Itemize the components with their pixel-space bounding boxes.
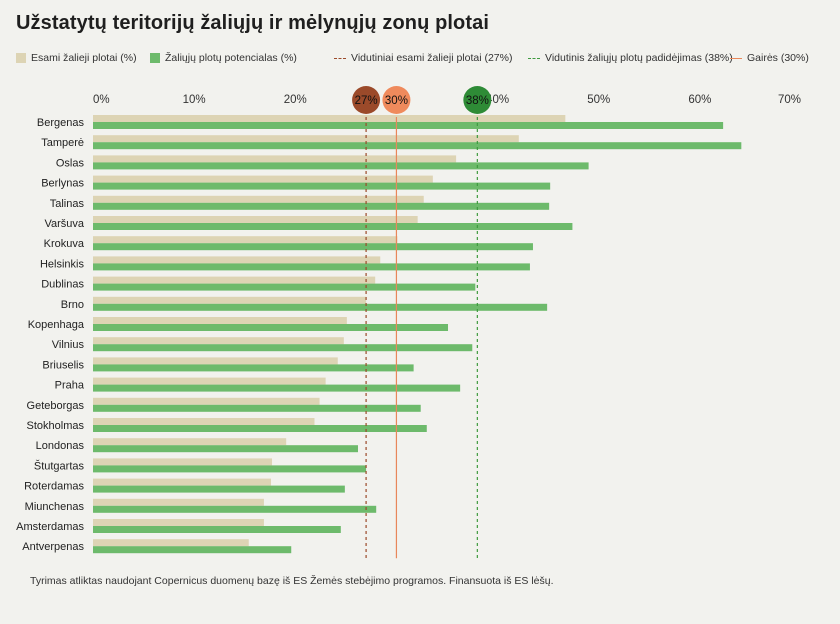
category-label: Stokholmas: [27, 420, 85, 432]
bar-existing: [93, 478, 272, 486]
bar-existing: [93, 519, 264, 526]
bar-potential: [93, 526, 341, 533]
legend-item-avg-existing: Vidutiniai esami žalieji plotai (27%): [334, 52, 512, 64]
bar-existing: [93, 539, 249, 547]
bar-potential: [93, 162, 589, 170]
bar-existing: [93, 418, 315, 425]
x-tick-label: 20%: [284, 94, 307, 106]
category-label: Oslas: [56, 157, 85, 169]
x-tick-label: 10%: [183, 94, 206, 106]
legend-swatch-guideline: [730, 57, 742, 59]
bar-potential: [93, 122, 724, 129]
x-tick-label: 0%: [93, 94, 110, 106]
bar-potential: [93, 142, 742, 150]
bar-existing: [93, 458, 273, 466]
bar-potential: [93, 283, 476, 291]
bar-existing: [93, 498, 264, 506]
category-label: Roterdamas: [24, 481, 84, 493]
bar-potential: [93, 182, 551, 190]
bar-potential: [93, 324, 449, 331]
bar-existing: [93, 438, 287, 446]
category-label: Štutgartas: [34, 459, 85, 472]
category-label: Briuselis: [42, 359, 84, 371]
x-tick-label: 40%: [486, 94, 509, 106]
legend-swatch-avg-existing: [334, 57, 346, 59]
bar-existing: [93, 236, 398, 244]
category-label: Krokuva: [44, 238, 85, 250]
bar-existing: [93, 357, 338, 365]
category-label: Tamperė: [41, 137, 84, 149]
category-label: Helsinkis: [40, 258, 85, 270]
bar-existing: [93, 115, 566, 122]
bar-potential: [93, 202, 550, 210]
bar-potential: [93, 263, 530, 271]
legend-label-avg-increase: Vidutinis žaliųjų plotų padidėjimas (38%…: [545, 52, 733, 64]
bar-existing: [93, 397, 320, 405]
bar-existing: [93, 296, 367, 304]
bar-existing: [93, 337, 344, 345]
x-tick-label: 60%: [688, 94, 711, 106]
category-label: Londonas: [36, 440, 85, 452]
chart-title: Užstatytų teritorijų žaliųjų ir mėlynųjų…: [16, 12, 490, 34]
bar-potential: [93, 384, 461, 392]
bar-potential: [93, 303, 548, 311]
legend-item-existing: Esami žalieji plotai (%): [16, 52, 137, 64]
category-label: Geteborgas: [27, 400, 85, 412]
reference-marker: [382, 86, 411, 114]
legend-swatch-existing: [16, 53, 26, 63]
category-label: Praha: [55, 380, 85, 392]
category-label: Bergenas: [37, 117, 85, 129]
legend-item-potential: Žaliųjų plotų potencialas (%): [150, 52, 297, 64]
bar-potential: [93, 546, 292, 554]
legend-label-guideline: Gairės (30%): [747, 52, 809, 64]
bar-existing: [93, 135, 519, 143]
reference-marker-label: 38%: [466, 95, 489, 107]
category-label: Talinas: [50, 198, 85, 210]
category-label: Amsterdamas: [16, 521, 84, 533]
bar-potential: [93, 344, 473, 352]
category-label: Miunchenas: [25, 501, 85, 513]
legend: Esami žalieji plotai (%) Žaliųjų plotų p…: [16, 52, 826, 68]
bar-existing: [93, 216, 418, 223]
category-label: Vilnius: [52, 339, 85, 351]
bar-existing: [93, 276, 376, 284]
bar-existing: [93, 155, 457, 163]
legend-swatch-potential: [150, 53, 160, 63]
category-label: Brno: [61, 299, 84, 311]
reference-marker-label: 30%: [385, 95, 408, 107]
bar-existing: [93, 175, 433, 183]
bar-potential: [93, 485, 345, 493]
x-tick-label: 70%: [778, 94, 801, 106]
bar-existing: [93, 377, 326, 385]
legend-item-avg-increase: Vidutinis žaliųjų plotų padidėjimas (38%…: [528, 52, 733, 64]
category-label: Varšuva: [44, 218, 84, 230]
category-label: Dublinas: [41, 279, 84, 291]
legend-label-potential: Žaliųjų plotų potencialas (%): [165, 52, 297, 64]
category-label: Antverpenas: [22, 541, 84, 553]
bar-existing: [93, 195, 424, 203]
category-label: Kopenhaga: [28, 319, 85, 331]
bar-potential: [93, 243, 533, 251]
bar-existing: [93, 256, 381, 264]
bar-potential: [93, 223, 573, 230]
reference-marker: [463, 86, 492, 114]
footer-note: Tyrimas atliktas naudojant Copernicus du…: [30, 575, 554, 587]
legend-label-existing: Esami žalieji plotai (%): [31, 52, 137, 64]
bar-potential: [93, 505, 377, 513]
x-tick-label: 50%: [587, 94, 610, 106]
bar-chart: 0% 10% 20% 30% 40% 50% 60% 70% Bergenas Tamperė Os…: [16, 86, 801, 559]
legend-item-guideline: Gairės (30%): [730, 52, 809, 64]
bar-potential: [93, 445, 358, 453]
legend-label-avg-existing: Vidutiniai esami žalieji plotai (27%): [351, 52, 513, 64]
category-label: Berlynas: [41, 178, 84, 190]
reference-marker-label: 27%: [355, 95, 378, 107]
reference-marker: [352, 86, 381, 114]
bar-potential: [93, 425, 427, 432]
bar-potential: [93, 465, 367, 473]
bar-potential: [93, 364, 414, 372]
bar-potential: [93, 404, 421, 412]
legend-swatch-avg-increase: [528, 57, 540, 59]
bar-existing: [93, 317, 347, 324]
